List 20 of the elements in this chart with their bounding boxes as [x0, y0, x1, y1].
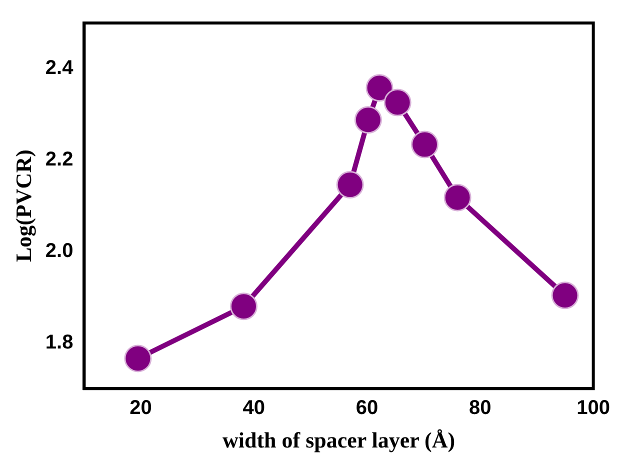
- point: [230, 292, 258, 320]
- x-tick-label: 60: [356, 397, 378, 420]
- point: [551, 282, 579, 310]
- x-axis-title: width of spacer layer (Å): [222, 427, 456, 452]
- y-tick-label: 2.0: [45, 240, 74, 262]
- x-tick-label: 40: [242, 397, 266, 420]
- point: [354, 106, 382, 134]
- point: [336, 171, 364, 199]
- point: [384, 88, 412, 116]
- y-axis-title: Log(PVCR): [10, 150, 36, 262]
- point: [124, 344, 152, 372]
- y-tick-label: 1.8: [45, 331, 74, 354]
- x-tick-label: 80: [469, 397, 492, 420]
- y-tick-label: 2.4: [45, 57, 74, 80]
- x-tick-label: 20: [130, 397, 152, 420]
- y-tick-label: 2.2: [45, 148, 74, 171]
- point: [444, 184, 472, 212]
- point: [366, 74, 394, 102]
- point: [410, 130, 438, 158]
- x-tick-label: 100: [576, 397, 610, 420]
